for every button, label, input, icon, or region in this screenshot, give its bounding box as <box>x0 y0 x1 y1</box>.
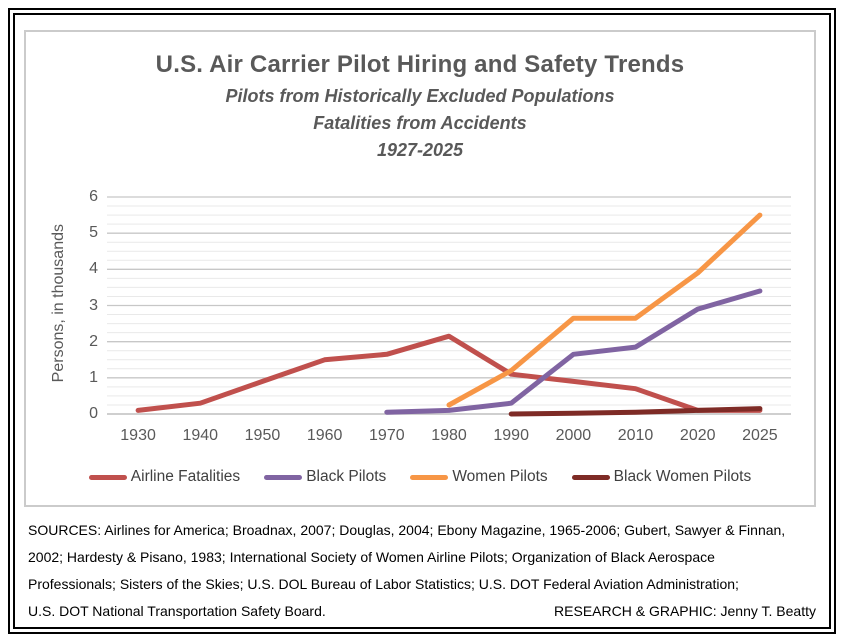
y-tick-label: 6 <box>89 188 98 205</box>
y-tick-label: 2 <box>89 332 98 350</box>
x-tick-label: 1930 <box>120 427 156 444</box>
chart-container: U.S. Air Carrier Pilot Hiring and Safety… <box>24 30 816 507</box>
y-tick-label: 1 <box>89 368 98 386</box>
series-line-black-pilots <box>384 288 763 415</box>
y-tick-label: 3 <box>89 296 98 314</box>
sources-block: SOURCES: Airlines for America; Broadnax,… <box>28 517 816 625</box>
y-tick-label: 5 <box>89 224 98 242</box>
legend-line-swatch <box>264 474 303 480</box>
chart-legend: Airline Fatalities Black Pilots Women Pilo… <box>26 468 814 486</box>
plot-svg <box>107 196 791 417</box>
sources-line: 2002; Hardesty & Pisano, 1983; Internati… <box>28 549 715 565</box>
y-tick-label: 0 <box>89 405 98 422</box>
sources-last-line: U.S. DOT National Transportation Safety … <box>28 598 816 625</box>
x-tick-label: 1950 <box>244 427 281 444</box>
chart-subtitle-line: Fatalities from Accidents <box>313 113 527 133</box>
sources-line-end: U.S. DOT National Transportation Safety … <box>28 603 326 619</box>
x-tick-label: 1990 <box>493 427 529 444</box>
legend-item-black-women-pilots: Black Women Pilots <box>571 468 752 486</box>
x-tick-label: 2020 <box>679 427 716 444</box>
legend-item-women-pilots: Women Pilots <box>410 468 548 486</box>
legend-label: Airline Fatalities <box>130 468 241 485</box>
sources-line: Professionals; Sisters of the Skies; U.S… <box>28 576 739 592</box>
chart-subtitle-line: Pilots from Historically Excluded Popula… <box>225 86 615 106</box>
y-tick-label: 4 <box>89 260 98 278</box>
legend-line-swatch <box>571 474 610 480</box>
x-axis-tick-labels: 1930 1940 1950 1960 1970 1980 1990 2000 2010 2020… <box>107 426 791 448</box>
legend-line-swatch <box>88 474 127 480</box>
legend-item-black-pilots: Black Pilots <box>264 468 386 486</box>
series-line-airline-fatalities <box>135 333 763 413</box>
x-tick-label: 2025 <box>742 427 778 444</box>
series-line-women-pilots <box>446 212 763 408</box>
legend-item-airline-fatalities: Airline Fatalities <box>88 468 241 486</box>
chart-subtitles: Pilots from Historically Excluded Popula… <box>26 83 814 164</box>
legend-label: Black Women Pilots <box>613 468 752 485</box>
chart-subtitle-line: 1927-2025 <box>376 140 464 160</box>
y-axis-tick-labels: 0 1 2 3 4 5 6 <box>64 188 98 427</box>
x-tick-label: 1960 <box>306 427 343 444</box>
x-tick-label: 2000 <box>555 427 592 444</box>
x-tick-label: 1970 <box>369 427 405 444</box>
sources-line: SOURCES: Airlines for America; Broadnax,… <box>28 522 786 538</box>
credit-text: RESEARCH & GRAPHIC: Jenny T. Beatty <box>554 603 816 619</box>
series-line-black-women-pilots <box>508 406 763 417</box>
x-tick-label: 1980 <box>431 427 467 444</box>
x-tick-label: 1940 <box>182 427 219 444</box>
x-tick-label: 2010 <box>617 427 654 444</box>
legend-line-swatch <box>410 474 449 480</box>
chart-title: U.S. Air Carrier Pilot Hiring and Safety… <box>155 51 685 78</box>
plot-area <box>107 192 791 427</box>
legend-label: Black Pilots <box>306 468 387 485</box>
legend-label: Women Pilots <box>452 468 548 485</box>
